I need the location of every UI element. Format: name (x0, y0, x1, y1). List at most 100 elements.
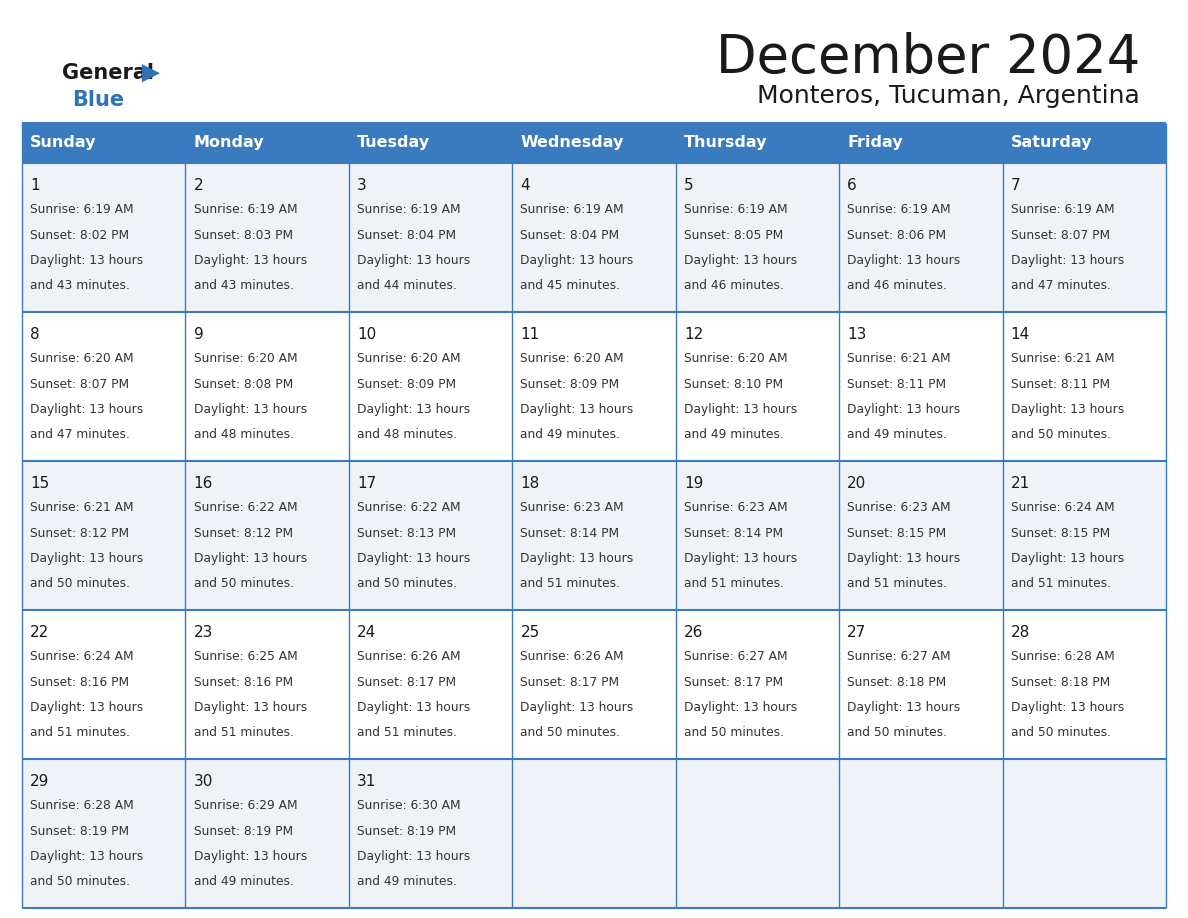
Text: Sunrise: 6:20 AM: Sunrise: 6:20 AM (194, 353, 297, 365)
Text: and 46 minutes.: and 46 minutes. (684, 279, 784, 292)
Text: 20: 20 (847, 476, 866, 491)
Bar (512, 163, 676, 312)
Text: 15: 15 (30, 476, 50, 491)
Text: and 50 minutes.: and 50 minutes. (1011, 726, 1111, 739)
Text: Sunrise: 6:19 AM: Sunrise: 6:19 AM (358, 203, 461, 217)
Text: Daylight: 13 hours: Daylight: 13 hours (1011, 254, 1124, 267)
Bar (512, 123, 676, 163)
Text: Sunrise: 6:19 AM: Sunrise: 6:19 AM (1011, 203, 1114, 217)
Text: 4: 4 (520, 178, 530, 193)
Text: Sunrise: 6:19 AM: Sunrise: 6:19 AM (30, 203, 134, 217)
Text: Sunrise: 6:27 AM: Sunrise: 6:27 AM (847, 650, 950, 663)
Text: Sunset: 8:16 PM: Sunset: 8:16 PM (30, 676, 129, 688)
Text: 26: 26 (684, 625, 703, 640)
Text: and 51 minutes.: and 51 minutes. (194, 726, 293, 739)
Text: Daylight: 13 hours: Daylight: 13 hours (684, 254, 797, 267)
Bar (185, 610, 349, 759)
Text: Sunset: 8:07 PM: Sunset: 8:07 PM (30, 377, 129, 390)
Text: 31: 31 (358, 774, 377, 789)
Text: Sunset: 8:04 PM: Sunset: 8:04 PM (358, 229, 456, 241)
Text: Sunrise: 6:23 AM: Sunrise: 6:23 AM (847, 501, 950, 514)
Bar (512, 461, 676, 610)
Text: 21: 21 (1011, 476, 1030, 491)
Text: December 2024: December 2024 (715, 32, 1140, 84)
Text: Daylight: 13 hours: Daylight: 13 hours (1011, 700, 1124, 714)
Bar (23, 163, 185, 312)
Text: Sunset: 8:18 PM: Sunset: 8:18 PM (847, 676, 947, 688)
Text: Saturday: Saturday (1011, 136, 1092, 151)
Text: Daylight: 13 hours: Daylight: 13 hours (684, 552, 797, 565)
Text: and 50 minutes.: and 50 minutes. (847, 726, 947, 739)
Text: and 49 minutes.: and 49 minutes. (520, 428, 620, 442)
Bar (1003, 461, 1165, 610)
Text: 16: 16 (194, 476, 213, 491)
Text: Daylight: 13 hours: Daylight: 13 hours (847, 403, 961, 416)
Text: Sunset: 8:11 PM: Sunset: 8:11 PM (1011, 377, 1110, 390)
Text: Sunrise: 6:24 AM: Sunrise: 6:24 AM (1011, 501, 1114, 514)
Text: Sunset: 8:11 PM: Sunset: 8:11 PM (847, 377, 947, 390)
Text: Daylight: 13 hours: Daylight: 13 hours (194, 700, 307, 714)
Bar (349, 610, 512, 759)
Text: Sunrise: 6:26 AM: Sunrise: 6:26 AM (358, 650, 461, 663)
Text: ◀: ◀ (143, 60, 160, 84)
Bar (676, 123, 839, 163)
Text: Sunrise: 6:23 AM: Sunrise: 6:23 AM (684, 501, 788, 514)
Text: Daylight: 13 hours: Daylight: 13 hours (30, 403, 144, 416)
Text: Sunset: 8:17 PM: Sunset: 8:17 PM (684, 676, 783, 688)
Text: Sunset: 8:08 PM: Sunset: 8:08 PM (194, 377, 293, 390)
Bar (349, 312, 512, 461)
Text: General: General (62, 63, 154, 83)
Text: Sunset: 8:12 PM: Sunset: 8:12 PM (194, 527, 292, 540)
Text: Sunrise: 6:28 AM: Sunrise: 6:28 AM (1011, 650, 1114, 663)
Text: Sunset: 8:19 PM: Sunset: 8:19 PM (30, 824, 129, 837)
Text: Sunrise: 6:22 AM: Sunrise: 6:22 AM (194, 501, 297, 514)
Text: Daylight: 13 hours: Daylight: 13 hours (30, 700, 144, 714)
Bar (839, 461, 1003, 610)
Text: Sunrise: 6:23 AM: Sunrise: 6:23 AM (520, 501, 624, 514)
Bar (349, 759, 512, 908)
Text: and 43 minutes.: and 43 minutes. (30, 279, 129, 292)
Text: 5: 5 (684, 178, 694, 193)
Text: Daylight: 13 hours: Daylight: 13 hours (847, 254, 961, 267)
Text: and 47 minutes.: and 47 minutes. (30, 428, 129, 442)
Text: Sunset: 8:03 PM: Sunset: 8:03 PM (194, 229, 292, 241)
Text: Sunrise: 6:20 AM: Sunrise: 6:20 AM (30, 353, 134, 365)
Text: Sunset: 8:15 PM: Sunset: 8:15 PM (1011, 527, 1110, 540)
Text: and 46 minutes.: and 46 minutes. (847, 279, 947, 292)
Text: Sunset: 8:19 PM: Sunset: 8:19 PM (194, 824, 292, 837)
Text: Sunset: 8:02 PM: Sunset: 8:02 PM (30, 229, 129, 241)
Text: Sunset: 8:07 PM: Sunset: 8:07 PM (1011, 229, 1110, 241)
Text: Sunrise: 6:26 AM: Sunrise: 6:26 AM (520, 650, 624, 663)
Text: Daylight: 13 hours: Daylight: 13 hours (684, 403, 797, 416)
Text: Sunset: 8:15 PM: Sunset: 8:15 PM (847, 527, 947, 540)
Text: Sunset: 8:05 PM: Sunset: 8:05 PM (684, 229, 783, 241)
Text: Sunday: Sunday (30, 136, 96, 151)
Text: Sunrise: 6:19 AM: Sunrise: 6:19 AM (194, 203, 297, 217)
Text: Sunrise: 6:27 AM: Sunrise: 6:27 AM (684, 650, 788, 663)
Bar (23, 759, 185, 908)
Bar (1003, 759, 1165, 908)
Text: and 50 minutes.: and 50 minutes. (1011, 428, 1111, 442)
Bar (676, 163, 839, 312)
Text: 2: 2 (194, 178, 203, 193)
Bar (839, 759, 1003, 908)
Text: and 51 minutes.: and 51 minutes. (1011, 577, 1111, 590)
Text: Daylight: 13 hours: Daylight: 13 hours (520, 552, 633, 565)
Text: Sunrise: 6:21 AM: Sunrise: 6:21 AM (30, 501, 134, 514)
Text: Daylight: 13 hours: Daylight: 13 hours (194, 254, 307, 267)
Bar (839, 123, 1003, 163)
Bar (512, 610, 676, 759)
Text: Sunrise: 6:30 AM: Sunrise: 6:30 AM (358, 800, 461, 812)
Text: Daylight: 13 hours: Daylight: 13 hours (684, 700, 797, 714)
Text: Daylight: 13 hours: Daylight: 13 hours (847, 700, 961, 714)
Bar (23, 312, 185, 461)
Text: Daylight: 13 hours: Daylight: 13 hours (847, 552, 961, 565)
Text: Sunrise: 6:20 AM: Sunrise: 6:20 AM (684, 353, 788, 365)
Text: Sunset: 8:19 PM: Sunset: 8:19 PM (358, 824, 456, 837)
Bar (185, 312, 349, 461)
Bar (185, 461, 349, 610)
Text: Sunset: 8:14 PM: Sunset: 8:14 PM (684, 527, 783, 540)
Bar (185, 163, 349, 312)
Text: and 50 minutes.: and 50 minutes. (520, 726, 620, 739)
Bar (512, 312, 676, 461)
